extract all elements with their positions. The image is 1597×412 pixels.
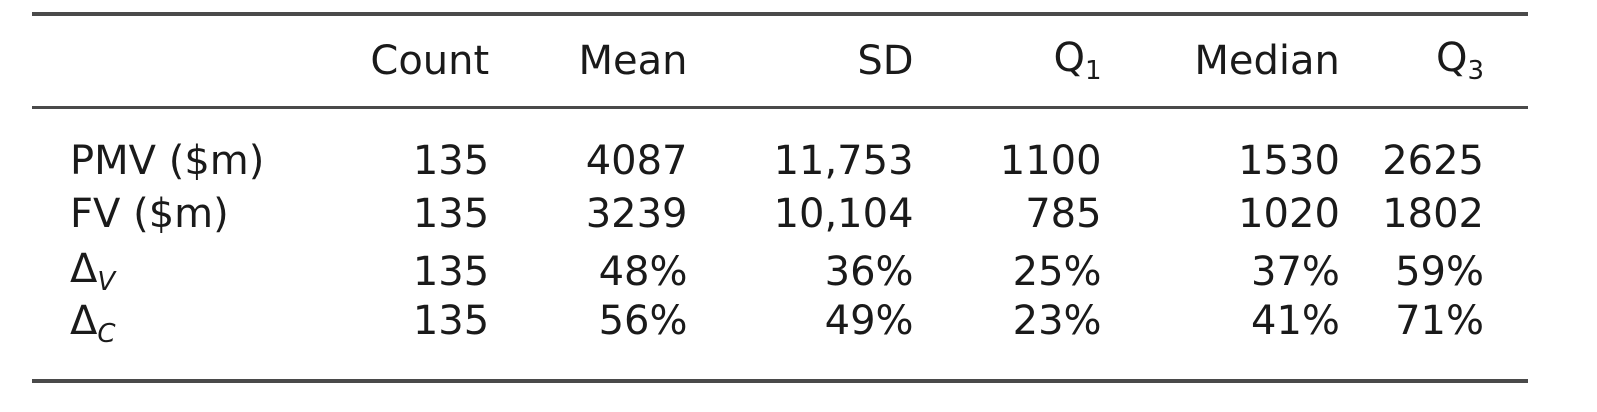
row-label-subscript: V: [97, 267, 116, 297]
table-row: FV ($m) 135 3239 10,104 785 1020 1802: [32, 185, 1528, 243]
bottom-rule: [32, 379, 1528, 383]
cell-q1: 23%: [1012, 298, 1102, 344]
cell-q1: 785: [1025, 191, 1102, 237]
cell-mean: 56%: [598, 298, 688, 344]
cell-mean: 48%: [598, 249, 688, 295]
cell-q3: 59%: [1395, 249, 1484, 295]
cell-q1: 25%: [1012, 249, 1102, 295]
cell-median: 41%: [1251, 298, 1340, 344]
cell-sd: 11,753: [773, 138, 914, 184]
cell-count: 135: [412, 191, 490, 237]
summary-statistics-table: Count Mean SD Q1 Median Q3 PMV ($m) 135 …: [32, 12, 1528, 383]
header-median: Median: [1194, 38, 1340, 84]
row-label-subscript: C: [97, 319, 116, 349]
cell-q3: 71%: [1395, 298, 1484, 344]
statistics-table: Count Mean SD Q1 Median Q3 PMV ($m) 135 …: [32, 16, 1528, 379]
cell-sd: 36%: [824, 249, 914, 295]
header-q1-subscript: 1: [1085, 56, 1102, 86]
header-q1: Q1: [1053, 35, 1102, 86]
cell-q1: 1100: [999, 138, 1102, 184]
header-rule: [32, 106, 1528, 109]
header-q3-subscript: 3: [1467, 56, 1484, 86]
row-label: FV ($m): [70, 191, 229, 237]
cell-median: 37%: [1251, 249, 1340, 295]
cell-mean: 4087: [585, 138, 688, 184]
cell-median: 1020: [1238, 191, 1340, 237]
header-sd: SD: [857, 38, 914, 84]
header-q3: Q3: [1435, 35, 1484, 86]
header-row: Count Mean SD Q1 Median Q3: [32, 16, 1528, 106]
table-row: ΔV 135 48% 36% 25% 37% 59%: [32, 243, 1528, 301]
header-count: Count: [370, 38, 490, 84]
cell-count: 135: [412, 249, 490, 295]
cell-q3: 2625: [1382, 138, 1484, 184]
cell-q3: 1802: [1382, 191, 1484, 237]
cell-sd: 10,104: [773, 191, 914, 237]
cell-count: 135: [412, 138, 490, 184]
top-rule: [32, 12, 1528, 16]
row-label: ΔV: [70, 246, 116, 297]
header-mean: Mean: [578, 38, 688, 84]
table-row: PMV ($m) 135 4087 11,753 1100 1530 2625: [32, 109, 1528, 185]
header-empty-cell: [32, 16, 289, 106]
row-label: PMV ($m): [70, 138, 265, 184]
cell-median: 1530: [1238, 138, 1340, 184]
table-row: ΔC 135 56% 49% 23% 41% 71%: [32, 301, 1528, 379]
cell-sd: 49%: [824, 298, 914, 344]
row-label: ΔC: [70, 298, 116, 349]
cell-mean: 3239: [585, 191, 688, 237]
cell-count: 135: [412, 298, 490, 344]
